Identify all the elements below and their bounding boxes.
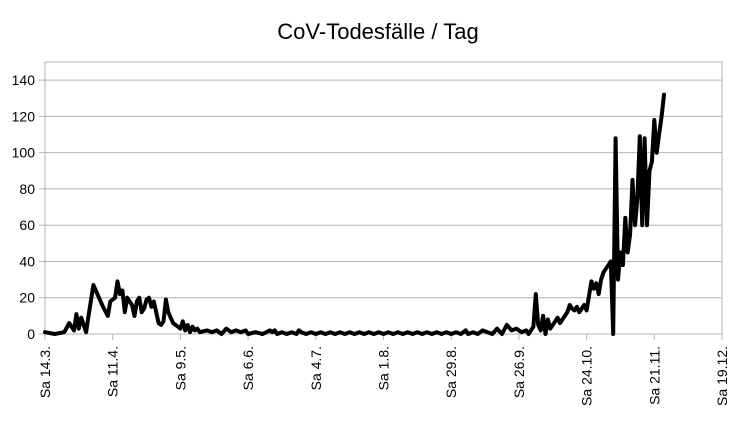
x-tick-label: Sa 6.6. (240, 346, 256, 390)
series-layer (43, 92, 666, 336)
x-tick-label: Sa 26.9. (511, 346, 527, 398)
x-tick-label: Sa 11.4. (105, 346, 121, 397)
series-line (43, 92, 666, 336)
y-tick-label: 60 (19, 217, 35, 233)
y-tick-label: 20 (19, 290, 35, 306)
x-tick-label: Sa 9.5. (172, 346, 188, 390)
y-tick-label: 120 (12, 108, 36, 124)
chart-title: CoV-Todesfälle / Tag (277, 19, 479, 44)
y-tick-label: 140 (12, 72, 36, 88)
y-tick-label: 0 (27, 326, 35, 342)
y-tick-label: 40 (19, 253, 35, 269)
y-tick-label: 80 (19, 181, 35, 197)
x-tick-label: Sa 4.7. (308, 346, 324, 390)
y-tick-label: 100 (12, 145, 36, 161)
x-tick-label: Sa 1.8. (376, 346, 392, 390)
x-tick-label: Sa 19.12. (714, 346, 730, 406)
plot-frame (44, 61, 723, 335)
x-tick-label: Sa 14.3. (37, 346, 53, 398)
y-axis-ticks: 0 20 40 60 80 100 120 140 (12, 72, 45, 342)
x-tick-label: Sa 29.8. (443, 346, 459, 398)
x-axis-ticks: Sa 14.3. Sa 11.4. Sa 9.5. Sa 6.6. Sa 4.7. Sa … (37, 334, 730, 406)
grid-lines (45, 79, 722, 299)
x-tick-label: Sa 24.10. (579, 346, 595, 406)
x-tick-label: Sa 21.11. (646, 346, 662, 405)
plot-border (44, 61, 723, 335)
